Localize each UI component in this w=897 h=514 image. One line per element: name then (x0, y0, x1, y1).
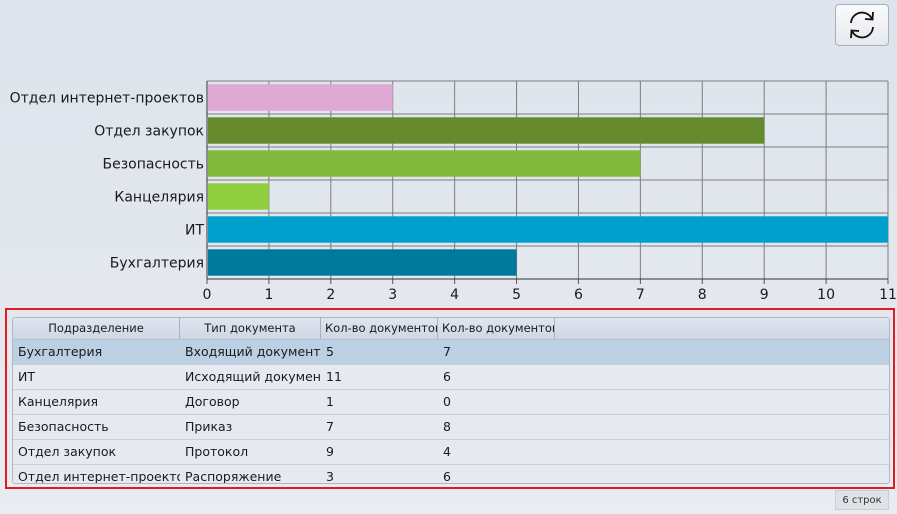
cell-doc-type: Исходящий документ (185, 369, 321, 384)
cell-doc-count-2: 7 (443, 344, 451, 359)
cell-department: Отдел закупок (18, 444, 117, 459)
category-label: Канцелярия (114, 190, 204, 206)
cell-doc-type: Входящий документ (185, 344, 321, 359)
cell-doc-type: Распоряжение (185, 469, 282, 484)
cell-doc-type: Договор (185, 394, 240, 409)
x-tick-label: 1 (264, 287, 273, 303)
x-tick-label: 4 (450, 287, 459, 303)
x-tick-label: 9 (760, 287, 769, 303)
category-label: Отдел закупок (94, 124, 204, 140)
cell-doc-count-2: 8 (443, 419, 451, 434)
cell-department: Безопасность (18, 419, 109, 434)
cell-doc-count-2: 4 (443, 444, 451, 459)
cell-doc-count-2: 6 (443, 469, 451, 484)
x-tick-label: 7 (636, 287, 645, 303)
cell-department: ИТ (18, 369, 35, 384)
x-tick-label: 5 (512, 287, 521, 303)
bar (208, 249, 517, 276)
column-header-doc-type[interactable]: Тип документа (180, 318, 321, 339)
table-row[interactable]: Канцелярия Договор 1 0 (13, 390, 889, 415)
refresh-button[interactable] (835, 4, 889, 46)
grid-header: Подразделение Тип документа Кол-во докум… (13, 318, 889, 340)
x-tick-label: 11 (879, 287, 897, 303)
x-tick-label: 10 (817, 287, 835, 303)
x-tick-label: 6 (574, 287, 583, 303)
cell-doc-count: 5 (326, 344, 334, 359)
cell-doc-count: 3 (326, 469, 334, 484)
table-row[interactable]: Отдел закупок Протокол 9 4 (13, 440, 889, 465)
cell-doc-count-2: 0 (443, 394, 451, 409)
table-row[interactable]: Бухгалтерия Входящий документ 5 7 (13, 340, 889, 365)
cell-department: Отдел интернет-проектов (18, 469, 180, 484)
cell-doc-count: 1 (326, 394, 334, 409)
column-header-doc-count[interactable]: Кол-во документов (321, 318, 438, 339)
bar-chart: 0 1 2 3 4 5 6 7 8 9 10 11 Отдел интернет-проектов Отд… (10, 80, 897, 303)
x-tick-label: 0 (203, 287, 212, 303)
cell-doc-count: 9 (326, 444, 334, 459)
cell-department: Канцелярия (18, 394, 98, 409)
category-label: ИТ (185, 223, 204, 239)
x-tick-label: 2 (326, 287, 335, 303)
table-row[interactable]: Отдел интернет-проектов Распоряжение 3 6 (13, 465, 889, 484)
bar (208, 183, 269, 210)
x-tick-label: 8 (698, 287, 707, 303)
cell-doc-type: Приказ (185, 419, 233, 434)
cell-department: Бухгалтерия (18, 344, 103, 359)
bar (208, 84, 393, 111)
bar (208, 150, 641, 177)
table-row[interactable]: ИТ Исходящий документ 11 6 (13, 365, 889, 390)
row-count-status: 6 строк (835, 490, 889, 510)
refresh-icon (850, 11, 874, 39)
table-highlight-frame (5, 308, 895, 489)
category-label: Отдел интернет-проектов (10, 91, 204, 107)
cell-doc-count: 7 (326, 419, 334, 434)
cell-doc-type: Протокол (185, 444, 249, 459)
bar (208, 117, 765, 144)
column-header-doc-count-2[interactable]: Кол-во документов (438, 318, 555, 339)
column-header-department[interactable]: Подразделение (13, 318, 180, 339)
cell-doc-count-2: 6 (443, 369, 451, 384)
data-grid[interactable]: Подразделение Тип документа Кол-во докум… (12, 317, 890, 484)
cell-doc-count: 11 (326, 369, 342, 384)
x-tick-label: 3 (388, 287, 397, 303)
bar (208, 216, 888, 243)
table-row[interactable]: Безопасность Приказ 7 8 (13, 415, 889, 440)
category-label: Безопасность (103, 157, 204, 173)
category-label: Бухгалтерия (110, 256, 204, 272)
